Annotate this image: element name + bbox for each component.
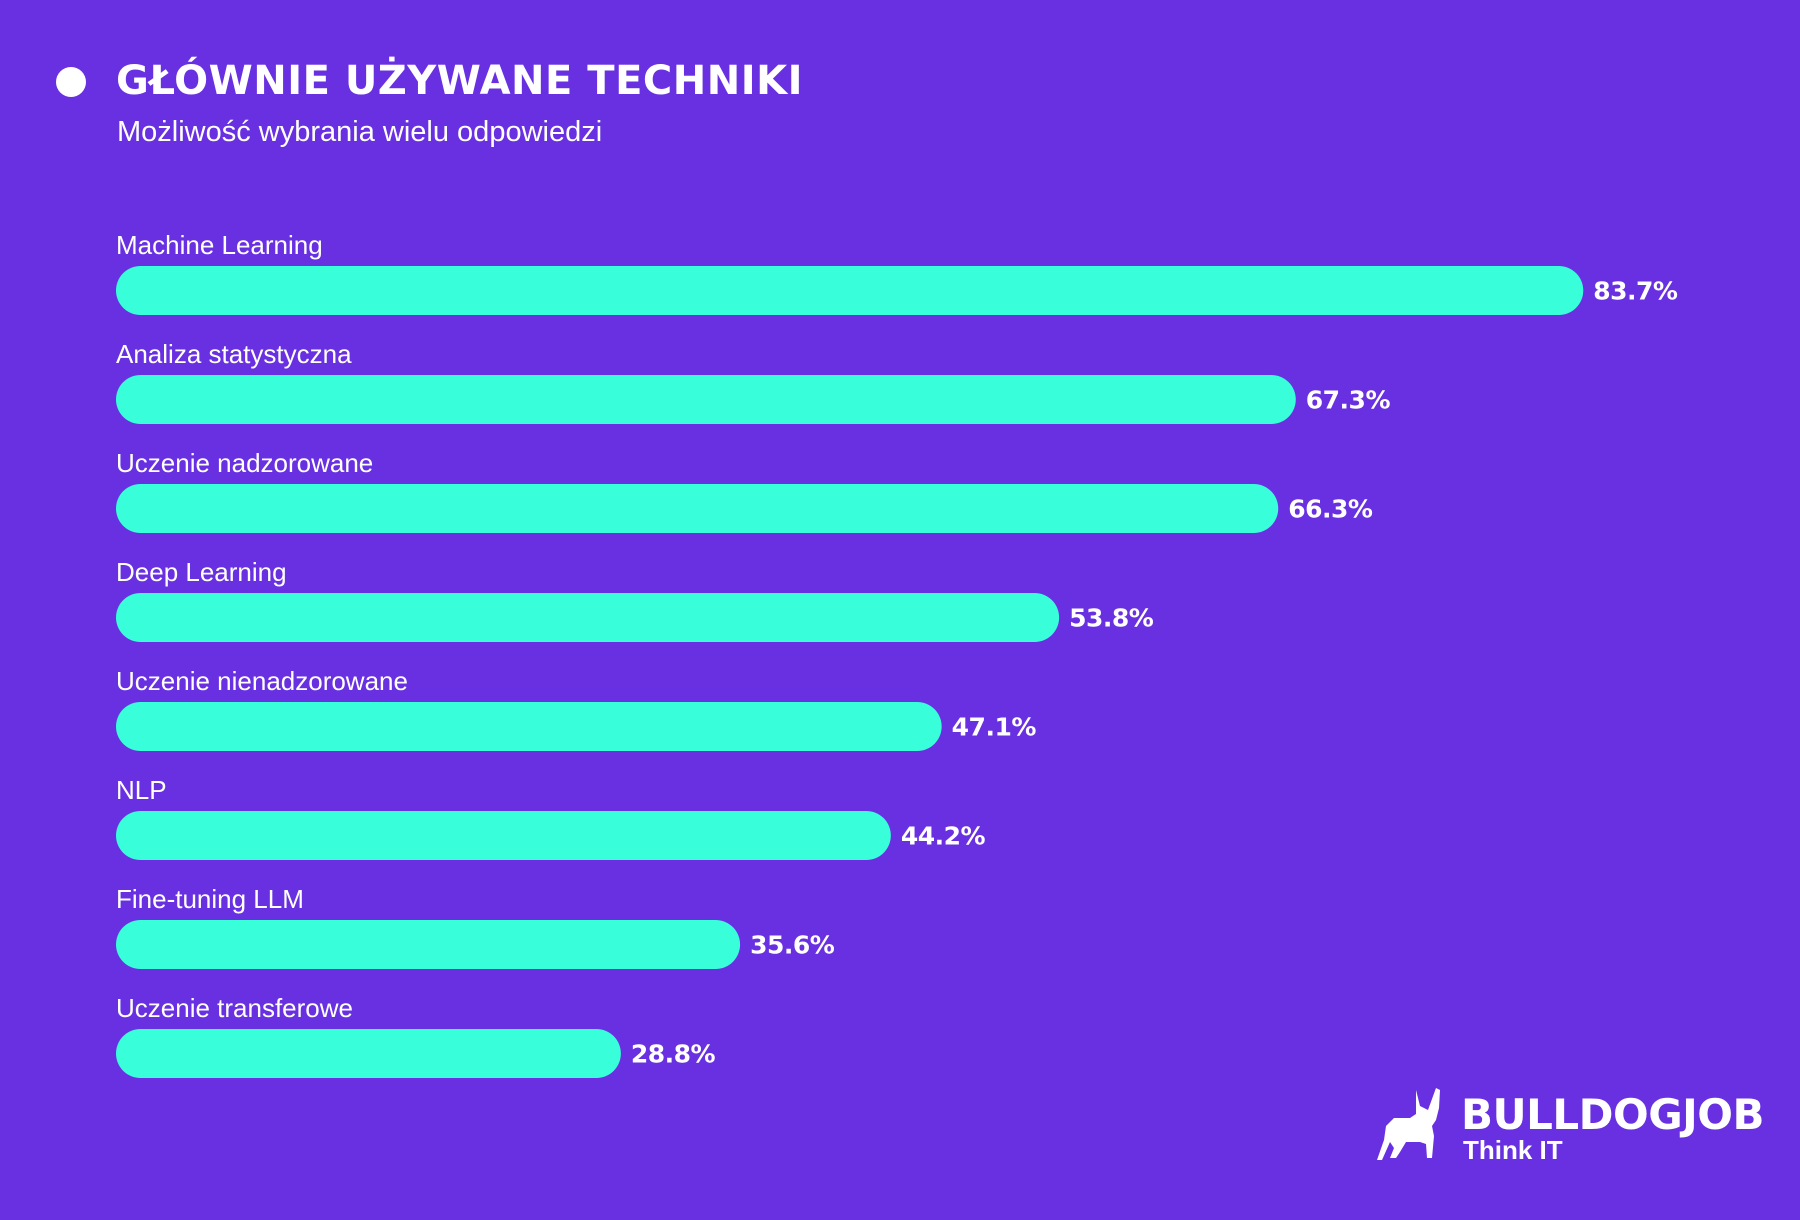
bar — [116, 920, 741, 969]
value-label: 28.8% — [631, 1040, 716, 1069]
bar — [116, 375, 1296, 424]
bullet-dot — [56, 67, 86, 97]
category-label: Analiza statystyczna — [116, 339, 352, 369]
category-label: Uczenie nadzorowane — [116, 448, 373, 478]
bar — [116, 484, 1279, 533]
bar — [116, 811, 891, 860]
value-label: 83.7% — [1593, 277, 1678, 306]
bar — [116, 702, 942, 751]
category-label: Deep Learning — [116, 557, 287, 587]
bulldog-icon — [1377, 1088, 1440, 1160]
bar-chart: Machine Learning 83.7% Analiza statystyczn… — [116, 230, 1678, 1078]
brand-tagline: Think IT — [1463, 1135, 1563, 1165]
category-label: Machine Learning — [116, 230, 323, 260]
value-label: 66.3% — [1288, 495, 1373, 524]
category-label: Uczenie transferowe — [116, 993, 353, 1023]
category-label: Uczenie nienadzorowane — [116, 666, 408, 696]
brand-name: BULLDOGJOB — [1461, 1090, 1765, 1139]
value-label: 53.8% — [1069, 604, 1154, 633]
category-label: NLP — [116, 775, 167, 805]
value-label: 47.1% — [952, 713, 1037, 742]
category-label: Fine-tuning LLM — [116, 884, 304, 914]
value-label: 44.2% — [901, 822, 986, 851]
bar — [116, 266, 1584, 315]
value-label: 35.6% — [750, 931, 835, 960]
chart-title: GŁÓWNIE UŻYWANE TECHNIKI — [116, 58, 803, 104]
value-label: 67.3% — [1306, 386, 1391, 415]
bar — [116, 593, 1060, 642]
chart-subtitle: Możliwość wybrania wielu odpowiedzi — [117, 116, 603, 148]
bar — [116, 1029, 621, 1078]
